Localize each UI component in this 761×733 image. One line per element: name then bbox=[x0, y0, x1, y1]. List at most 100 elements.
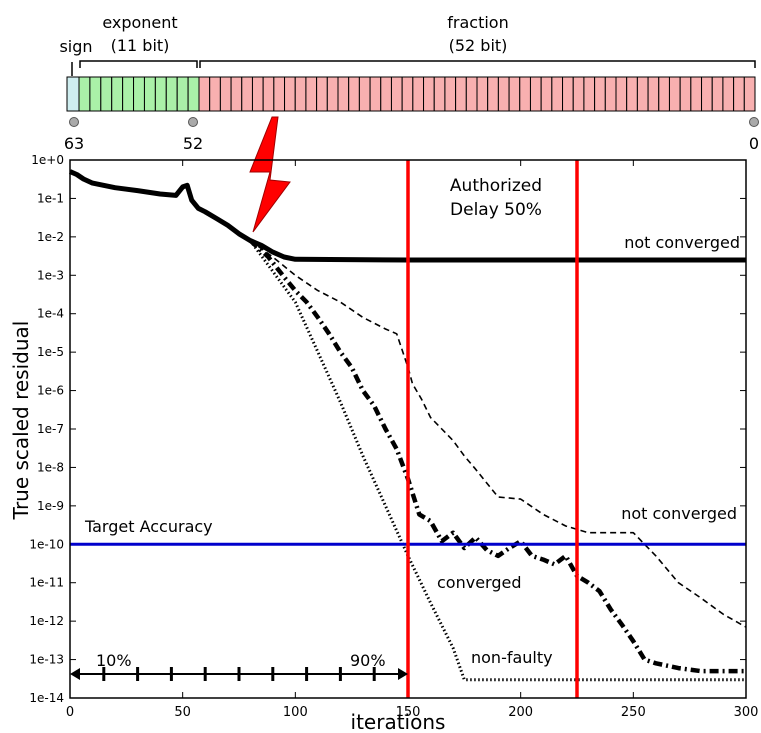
fraction-bit-cells bbox=[198, 76, 756, 112]
x-tick-label: 250 bbox=[621, 705, 646, 720]
fraction-bit-cell bbox=[433, 76, 446, 112]
fraction-bit-cell bbox=[209, 76, 221, 112]
annotation-converged: converged bbox=[437, 573, 522, 592]
fraction-bit-cell bbox=[305, 76, 318, 112]
fraction-bit-cell bbox=[219, 76, 232, 112]
annotation-not-converged-top: not converged bbox=[624, 233, 740, 252]
fraction-bit-cell bbox=[230, 76, 243, 112]
fraction-bit-cell bbox=[358, 76, 371, 112]
fraction-bit-cell bbox=[380, 76, 392, 112]
fraction-bit-cell bbox=[497, 76, 510, 112]
fraction-bit-cell bbox=[540, 76, 553, 112]
x-tick-label: 100 bbox=[283, 705, 308, 720]
x-tick-label: 0 bbox=[66, 705, 74, 720]
fraction-bit-cell bbox=[369, 76, 382, 112]
exponent-bit-cell bbox=[143, 76, 156, 112]
bit-marker-63-dot bbox=[69, 117, 79, 127]
bit-layout-diagram: exponent (11 bit) fraction (52 bit) sign… bbox=[59, 13, 759, 153]
fraction-bit-cell bbox=[551, 76, 564, 112]
target-accuracy-label: Target Accuracy bbox=[84, 517, 213, 536]
y-tick-label: 1e-8 bbox=[37, 460, 64, 474]
fraction-bit-cell bbox=[337, 76, 350, 112]
exponent-bit-cell bbox=[122, 76, 135, 112]
fraction-bit-cell bbox=[444, 76, 457, 112]
fraction-bit-cell bbox=[679, 76, 692, 112]
annotation-non-faulty: non-faulty bbox=[471, 648, 553, 667]
delay-label-line1: Authorized bbox=[450, 176, 542, 196]
exponent-label: exponent bbox=[102, 13, 177, 32]
y-tick-label: 1e-1 bbox=[37, 191, 64, 205]
fraction-bracket bbox=[199, 60, 756, 68]
y-tick-label: 1e-3 bbox=[37, 268, 64, 282]
fraction-bit-cell bbox=[241, 76, 253, 112]
bit-marker-63: 63 bbox=[64, 134, 84, 153]
fraction-bit-cell bbox=[251, 76, 264, 112]
exponent-bracket bbox=[79, 60, 198, 68]
fraction-bit-cell bbox=[294, 76, 307, 112]
fraction-bit-cell bbox=[690, 76, 703, 112]
fraction-bit-cell bbox=[487, 76, 499, 112]
exponent-bit-cell bbox=[89, 76, 102, 112]
exponent-bit-cell bbox=[133, 76, 145, 112]
fraction-bit-cell bbox=[348, 76, 360, 112]
fraction-bit-cell bbox=[604, 76, 617, 112]
bit-marker-0-dot bbox=[749, 117, 759, 127]
x-tick-label: 50 bbox=[174, 705, 191, 720]
fraction-bit-cell bbox=[668, 76, 681, 112]
fraction-bit-cell bbox=[198, 76, 211, 112]
bit-marker-0: 0 bbox=[749, 134, 759, 153]
bit-marker-52-dot bbox=[188, 117, 198, 127]
lightning-bolt-icon bbox=[249, 116, 291, 233]
fraction-bit-cell bbox=[476, 76, 489, 112]
y-tick-label: 1e-10 bbox=[29, 537, 64, 551]
fraction-bit-cell bbox=[401, 76, 414, 112]
fraction-bit-cell bbox=[519, 76, 531, 112]
x-tick-label: 150 bbox=[396, 705, 421, 720]
x-tick-label: 200 bbox=[508, 705, 533, 720]
y-tick-label: 1e-11 bbox=[29, 576, 64, 590]
fraction-bit-cell bbox=[572, 76, 585, 112]
fraction-bit-cell bbox=[423, 76, 435, 112]
fraction-bit-cell bbox=[316, 76, 328, 112]
fraction-bit-cell bbox=[583, 76, 596, 112]
y-tick-label: 1e-9 bbox=[37, 499, 64, 513]
bit-marker-52: 52 bbox=[183, 134, 203, 153]
x-tick-labels: 0 50 100 150 200 250 300 bbox=[66, 705, 759, 720]
y-tick-label: 1e-4 bbox=[37, 307, 64, 321]
fraction-bit-cell bbox=[658, 76, 670, 112]
x-tick-label: 300 bbox=[734, 705, 759, 720]
series-faulty-exponent bbox=[69, 169, 746, 263]
fraction-bit-cell bbox=[647, 76, 660, 112]
delay-label-line2: Delay 50% bbox=[450, 200, 542, 220]
fraction-bit-cell bbox=[390, 76, 403, 112]
y-tick-label: 1e-2 bbox=[37, 230, 64, 244]
fault-end-label: 90% bbox=[350, 651, 386, 670]
fraction-bit-cell bbox=[743, 76, 756, 112]
y-axis-label: True scaled residual bbox=[9, 321, 33, 521]
x-axis-label: iterations bbox=[351, 710, 446, 733]
fraction-bit-cell bbox=[529, 76, 542, 112]
exponent-bits-label: (11 bit) bbox=[111, 36, 170, 55]
fraction-bit-cell bbox=[626, 76, 638, 112]
arrow-right-icon bbox=[398, 668, 408, 680]
exponent-bit-cell bbox=[78, 76, 91, 112]
sign-label: sign bbox=[59, 37, 92, 56]
fraction-bit-cell bbox=[508, 76, 521, 112]
exponent-bit-cell bbox=[187, 76, 200, 112]
y-tick-label: 1e-13 bbox=[29, 653, 64, 667]
y-tick-label: 1e-5 bbox=[37, 345, 64, 359]
fraction-bit-cell bbox=[262, 76, 275, 112]
exponent-bit-cell bbox=[165, 76, 178, 112]
fraction-label: fraction bbox=[447, 13, 508, 32]
fraction-bit-cell bbox=[326, 76, 339, 112]
exponent-bit-cell bbox=[100, 76, 113, 112]
series-converged bbox=[248, 238, 746, 674]
fault-interval-arrow bbox=[70, 667, 408, 681]
fraction-bit-cell bbox=[412, 76, 425, 112]
fraction-bit-cell bbox=[615, 76, 628, 112]
fraction-bit-cell bbox=[701, 76, 713, 112]
y-tick-label: 1e-14 bbox=[29, 691, 64, 705]
exponent-bit-cell bbox=[176, 76, 189, 112]
fraction-bit-cell bbox=[733, 76, 745, 112]
